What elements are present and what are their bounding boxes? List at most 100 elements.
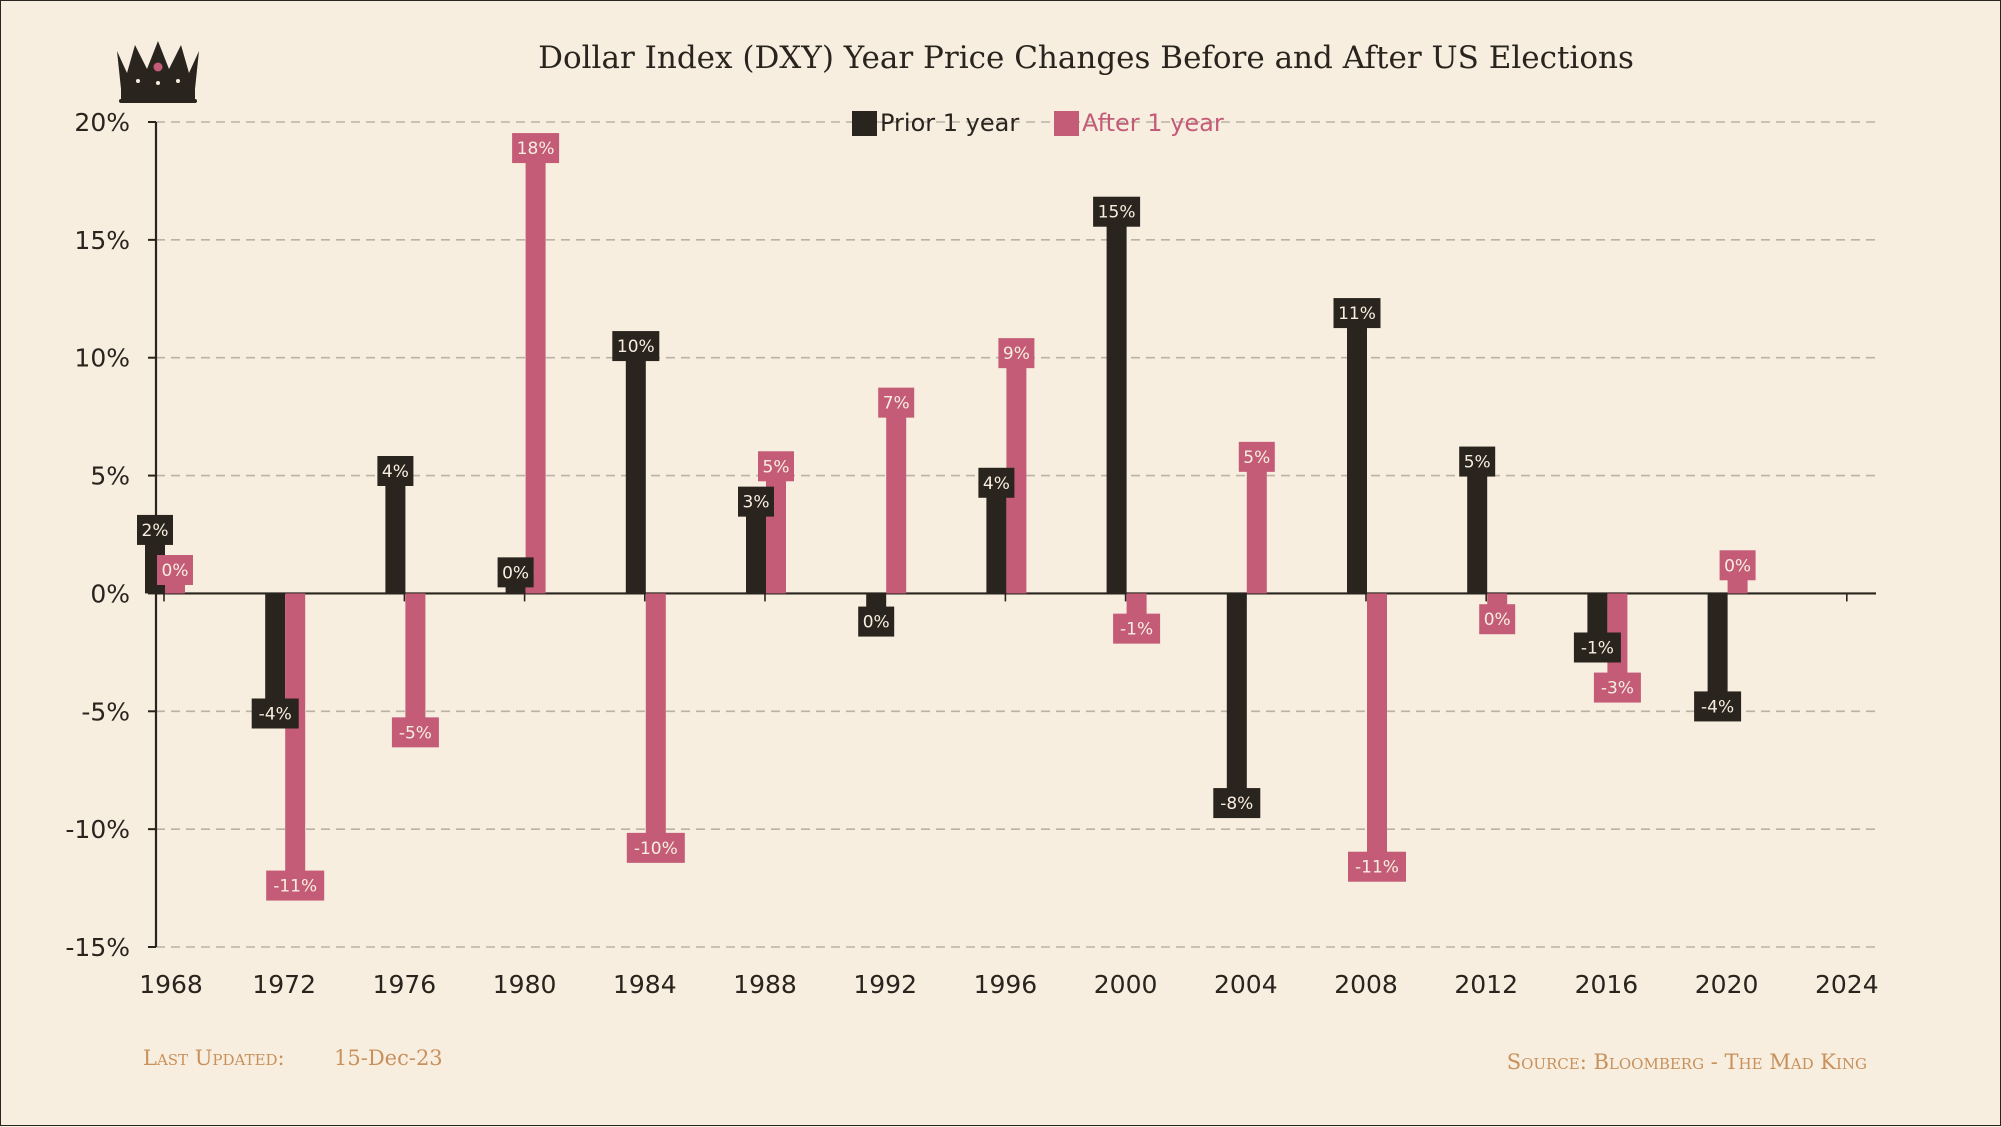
x-tick-label: 2008 [1334, 970, 1398, 999]
data-label-box [858, 606, 895, 637]
data-label-box [391, 717, 439, 748]
bar-prior-1992 [866, 593, 887, 608]
data-label-after-2012: 0% [1479, 604, 1516, 635]
data-label-after-1984: -10% [626, 832, 685, 863]
bar-layer [145, 162, 1748, 872]
data-label-text: 7% [883, 394, 910, 414]
y-tick-label: 10% [74, 344, 130, 373]
bar-prior-2008 [1347, 327, 1367, 594]
bar-after-1992 [886, 416, 907, 594]
data-label-prior-1992: 0% [858, 606, 895, 637]
x-tick-label: 1988 [733, 970, 797, 999]
x-tick-label: 2020 [1695, 970, 1759, 999]
data-label-text: 0% [162, 561, 189, 581]
data-label-prior-1988: 3% [738, 486, 774, 517]
data-label-text: 15% [1098, 203, 1136, 223]
data-label-prior-2000: 15% [1093, 196, 1141, 227]
y-tick-label: 20% [74, 108, 130, 137]
data-label-after-2020: 0% [1719, 550, 1756, 581]
chart-title: Dollar Index (DXY) Year Price Changes Be… [538, 40, 1634, 76]
data-label-box [1479, 604, 1516, 635]
data-label-box [251, 698, 299, 729]
bar-prior-1988 [746, 515, 766, 594]
bar-prior-2016 [1587, 593, 1608, 634]
data-label-text: -4% [259, 705, 292, 725]
data-label-text: -11% [273, 877, 317, 897]
data-label-box [137, 514, 173, 545]
data-label-prior-1984: 10% [612, 331, 660, 362]
label-layer: 2% -4% 4% 0% 10% 3% 0% 4% 15% -8% 11% 5% -1% -4% 0% -11… [137, 133, 1756, 901]
data-label-text: 0% [1724, 556, 1751, 576]
data-label-prior-1996: 4% [978, 467, 1015, 498]
y-tick-label: 5% [90, 462, 130, 491]
data-label-box [878, 387, 915, 418]
data-label-prior-2004: -8% [1213, 788, 1261, 819]
data-label-box [1573, 632, 1621, 663]
data-label-box [1348, 851, 1406, 882]
legend-swatch-prior [852, 111, 877, 136]
bar-prior-1972 [265, 593, 286, 700]
bar-prior-2004 [1226, 593, 1247, 790]
data-label-text: 0% [502, 563, 529, 583]
data-label-after-1972: -11% [266, 870, 325, 901]
x-tick-label: 1968 [139, 970, 203, 999]
bar-after-1984 [645, 593, 666, 834]
data-label-after-1992: 7% [878, 387, 915, 418]
data-label-box [377, 456, 414, 486]
bar-after-2012 [1487, 593, 1508, 606]
data-label-prior-1976: 4% [377, 456, 414, 486]
bar-prior-2012 [1467, 475, 1488, 594]
data-label-text: 9% [1003, 344, 1030, 364]
data-label-box [612, 331, 660, 362]
last-updated-label: Last Updated: [143, 1046, 285, 1070]
y-tick-label: -5% [81, 697, 130, 726]
bar-after-1972 [285, 593, 306, 872]
legend-swatch-after [1054, 111, 1079, 136]
data-label-after-1988: 5% [758, 451, 794, 482]
y-tick-label: -15% [65, 933, 130, 962]
data-label-text: -10% [634, 839, 678, 859]
data-label-text: 4% [983, 474, 1010, 494]
data-label-box [738, 486, 774, 517]
data-label-box [1694, 691, 1742, 722]
crown-icon [117, 41, 199, 103]
data-label-box [266, 870, 325, 901]
data-label-box [978, 467, 1015, 498]
x-tick-label: 2024 [1815, 970, 1879, 999]
x-tick-label: 2000 [1094, 970, 1158, 999]
data-label-box [1719, 550, 1756, 581]
data-label-text: 3% [743, 493, 770, 513]
data-label-box [998, 338, 1035, 369]
data-label-box [157, 555, 193, 585]
data-label-prior-2012: 5% [1459, 446, 1496, 477]
data-label-prior-2008: 11% [1333, 298, 1381, 329]
data-label-text: 18% [517, 139, 555, 159]
x-tick-label: 1992 [853, 970, 917, 999]
bar-after-1976 [405, 593, 426, 719]
y-tick-label: -10% [65, 815, 130, 844]
data-label-after-2016: -3% [1593, 672, 1641, 703]
data-label-box [1333, 298, 1381, 329]
data-label-box [1213, 788, 1261, 819]
x-tick-label: 2012 [1454, 970, 1518, 999]
data-label-text: 10% [617, 337, 655, 357]
data-label-box [626, 832, 685, 863]
data-label-prior-2016: -1% [1573, 632, 1621, 663]
y-tick-label: 15% [74, 226, 130, 255]
data-label-prior-2020: -4% [1694, 691, 1742, 722]
y-tick-label: 0% [90, 579, 130, 608]
x-tick-label: 2004 [1214, 970, 1278, 999]
data-label-prior-1972: -4% [251, 698, 299, 729]
data-label-text: -5% [399, 723, 432, 743]
data-label-after-1996: 9% [998, 338, 1035, 369]
legend-label-prior: Prior 1 year [880, 109, 1019, 137]
x-tick-label: 1980 [493, 970, 557, 999]
x-tick-label: 2016 [1575, 970, 1639, 999]
data-label-box [512, 133, 560, 164]
data-label-text: -8% [1220, 794, 1253, 814]
bar-after-1996 [1006, 367, 1027, 594]
bar-after-1980 [525, 162, 546, 594]
bar-prior-2020 [1707, 593, 1728, 693]
data-label-text: 5% [1243, 448, 1270, 468]
